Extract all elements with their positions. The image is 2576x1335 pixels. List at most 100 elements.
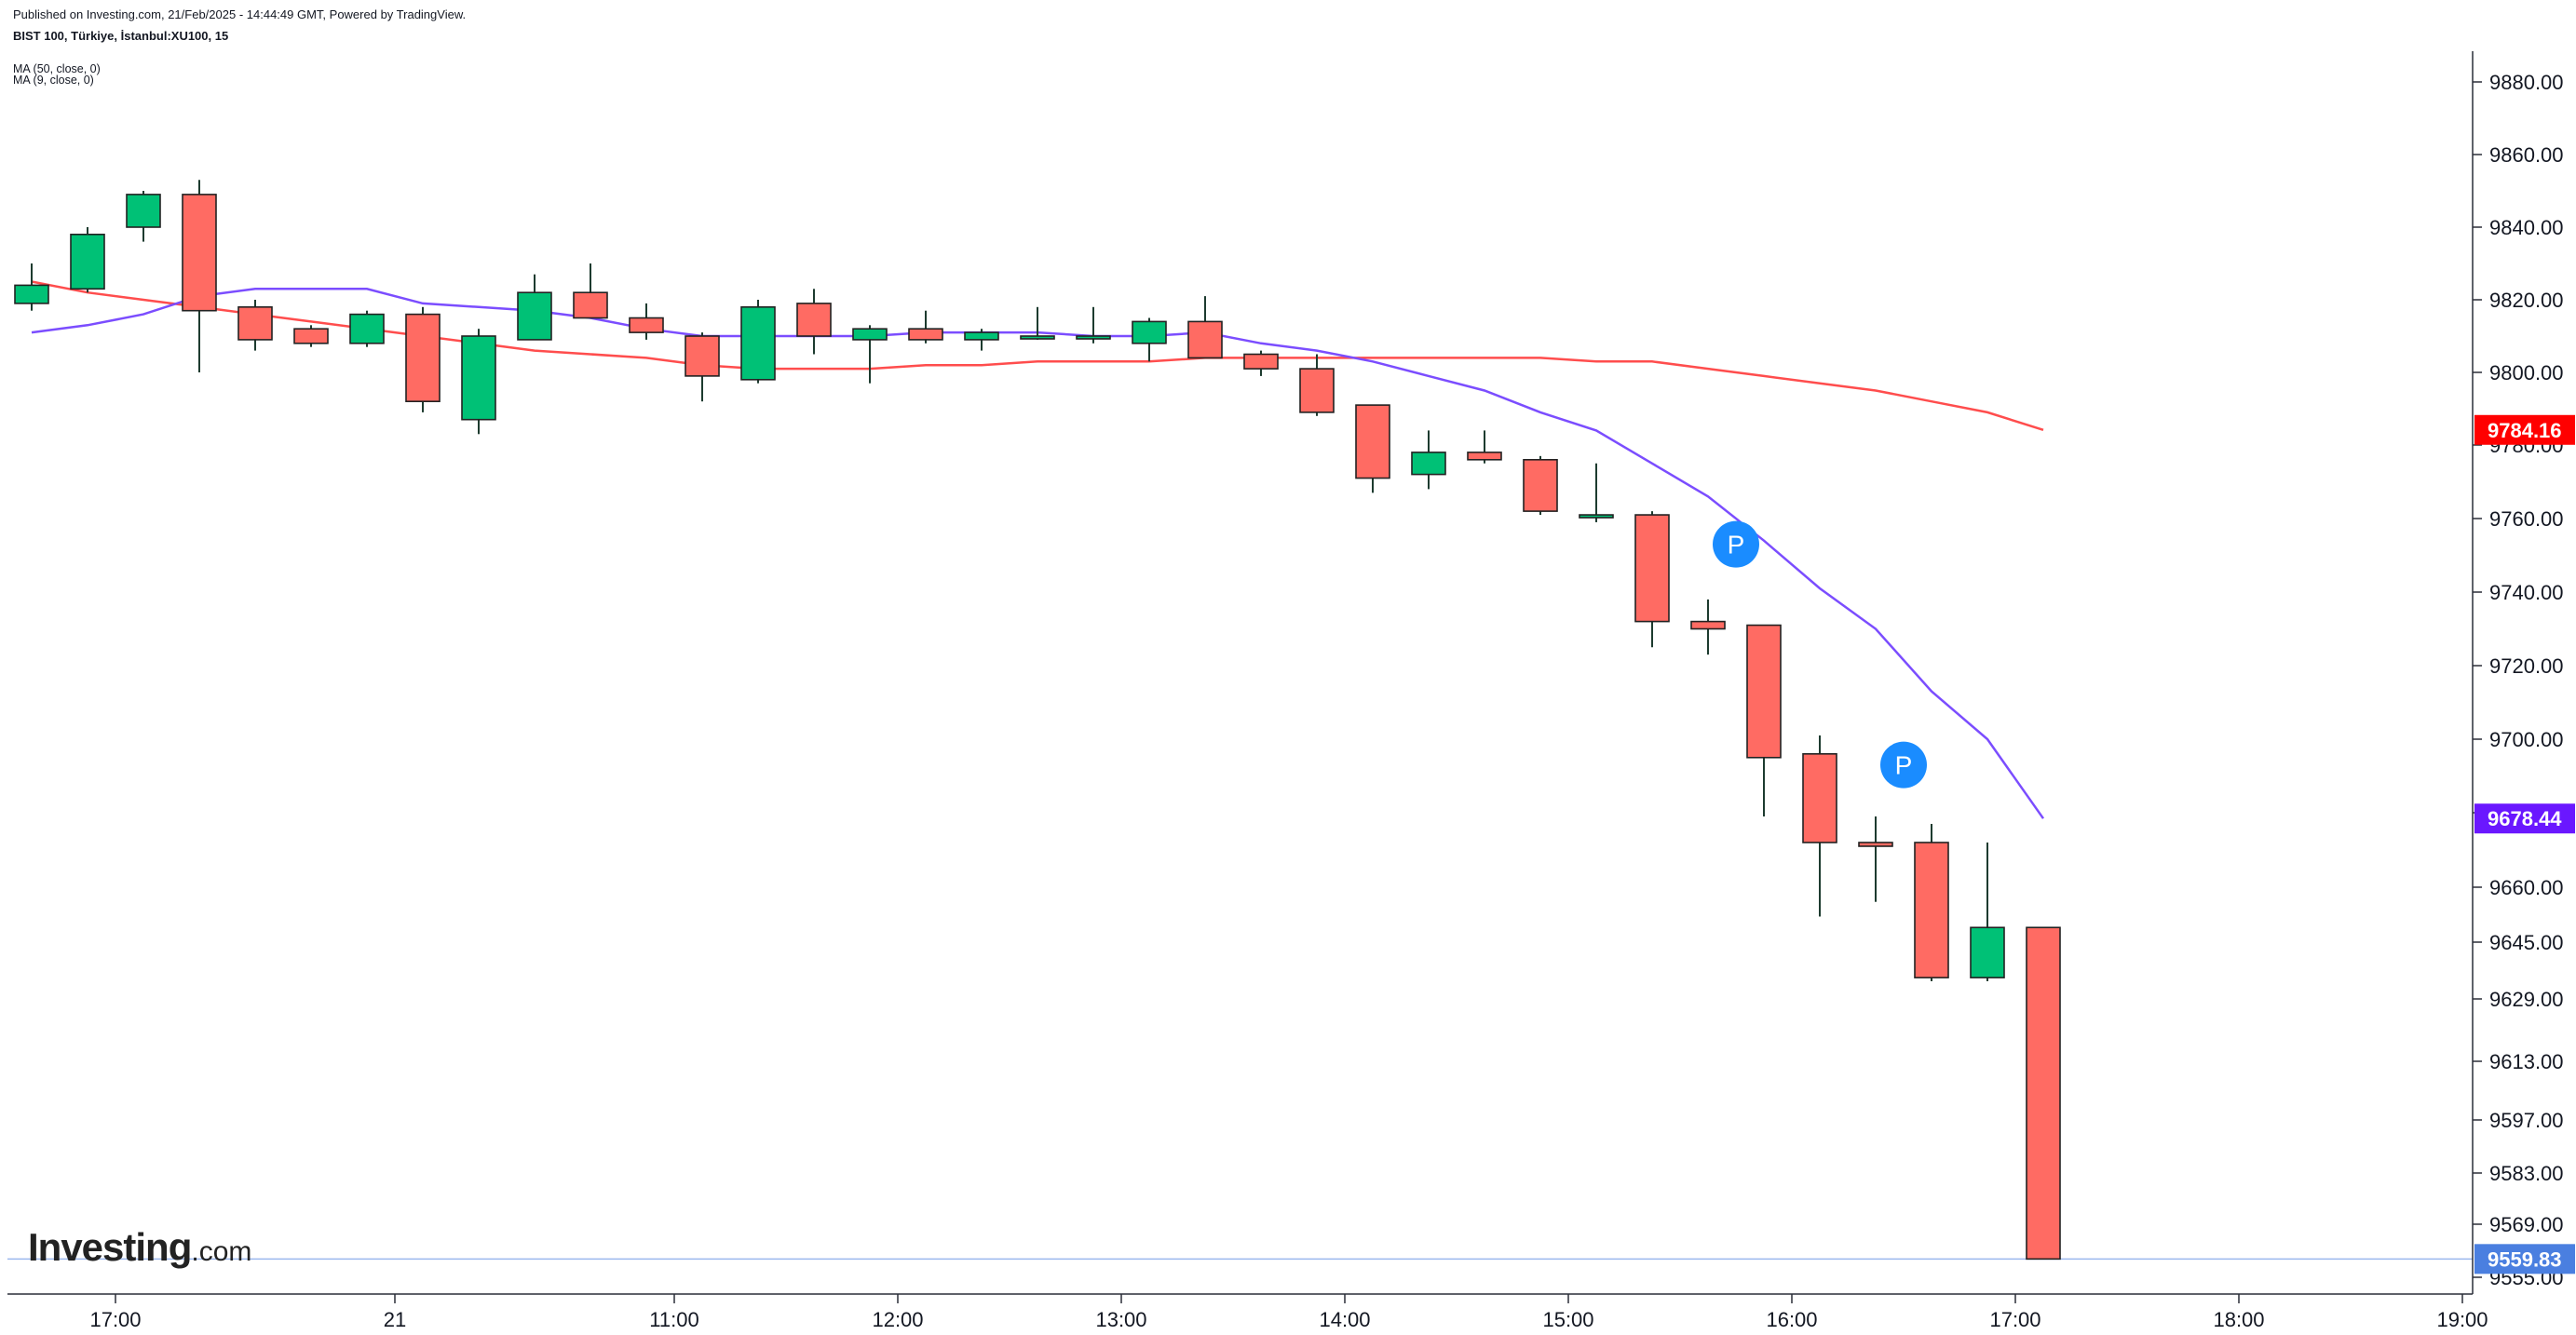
y-axis[interactable]: 9880.009860.009840.009820.009800.009780.… bbox=[2472, 51, 2564, 1294]
y-tick-label: 9629.00 bbox=[2489, 988, 2564, 1011]
candle-body bbox=[1411, 452, 1446, 476]
candle bbox=[182, 180, 217, 372]
published-note: Published on Investing.com, 21/Feb/2025 … bbox=[13, 7, 467, 21]
ma9-legend: MA (9, close, 0) bbox=[13, 74, 94, 87]
x-tick-label: 12:00 bbox=[872, 1308, 923, 1331]
y-tick-label: 9660.00 bbox=[2489, 876, 2564, 899]
candle bbox=[685, 332, 720, 402]
y-tick-label: 9820.00 bbox=[2489, 289, 2564, 312]
y-tick-label: 9597.00 bbox=[2489, 1109, 2564, 1132]
candle-body bbox=[1579, 514, 1614, 519]
candle-body bbox=[293, 328, 329, 344]
candle-body bbox=[126, 194, 161, 228]
ma50-legend: MA (50, close, 0) bbox=[13, 62, 101, 75]
candle bbox=[796, 289, 832, 355]
candle bbox=[1132, 317, 1167, 362]
candle bbox=[237, 300, 273, 351]
p-marker-circle bbox=[1880, 741, 1927, 789]
candle bbox=[126, 191, 161, 242]
candle bbox=[1411, 430, 1446, 490]
candle bbox=[1690, 599, 1726, 655]
candle bbox=[1523, 455, 1558, 516]
candle bbox=[573, 263, 608, 319]
candle bbox=[1355, 404, 1390, 493]
x-tick-label: 17:00 bbox=[1989, 1308, 2040, 1331]
candle-body bbox=[740, 305, 776, 381]
candle-body bbox=[1858, 842, 1893, 847]
price-tag-box bbox=[2474, 1244, 2575, 1274]
x-axis[interactable]: 17:00 21 11:00 12:00 13:00 14:00 15:00 16:00 17:… bbox=[7, 1293, 2488, 1331]
candle-body bbox=[629, 317, 664, 333]
x-tick-label: 19:00 bbox=[2436, 1308, 2488, 1331]
y-tick-label: 9569.00 bbox=[2489, 1213, 2564, 1236]
candles bbox=[14, 180, 2061, 1261]
candle bbox=[1746, 624, 1782, 816]
candle-body bbox=[852, 328, 888, 341]
candle bbox=[70, 227, 105, 293]
y-tick-label: 9645.00 bbox=[2489, 931, 2564, 954]
x-tick-label: 16:00 bbox=[1766, 1308, 1817, 1331]
candle-body bbox=[1634, 514, 1670, 623]
y-tick-label: 9700.00 bbox=[2489, 728, 2564, 751]
ma50-line bbox=[31, 280, 2044, 431]
candle-body bbox=[1970, 926, 2005, 978]
price-tag-label: 9784.16 bbox=[2488, 419, 2562, 442]
y-tick-label: 9880.00 bbox=[2489, 71, 2564, 94]
price-tag-box bbox=[2474, 414, 2575, 445]
x-tick-label: 15:00 bbox=[1542, 1308, 1593, 1331]
p-marker: P bbox=[1880, 741, 1927, 789]
candle bbox=[1299, 354, 1335, 416]
candle-body bbox=[1467, 452, 1502, 461]
candle bbox=[405, 306, 441, 412]
candle-body bbox=[1020, 335, 1055, 340]
y-tick-label: 9800.00 bbox=[2489, 361, 2564, 384]
markers: PP bbox=[1713, 520, 1927, 789]
candle-body bbox=[517, 291, 552, 341]
candle-body bbox=[1802, 752, 1837, 843]
price-tag-label: 9678.44 bbox=[2488, 807, 2562, 830]
y-tick-label: 9840.00 bbox=[2489, 216, 2564, 239]
price-tags: 9784.16 9678.44 9559.83 bbox=[2474, 414, 2575, 1274]
y-tick-label: 9860.00 bbox=[2489, 143, 2564, 167]
candle bbox=[1020, 306, 1055, 340]
candle-body bbox=[796, 303, 832, 337]
candle-body bbox=[908, 328, 943, 341]
candle-body bbox=[1187, 320, 1223, 359]
candle-body bbox=[1243, 353, 1279, 370]
candle-body bbox=[461, 335, 496, 421]
p-marker: P bbox=[1713, 520, 1759, 568]
candle-body bbox=[1355, 404, 1390, 479]
candle bbox=[964, 329, 999, 351]
candle-body bbox=[237, 305, 273, 341]
candle-body bbox=[1746, 624, 1782, 759]
candle bbox=[1970, 843, 2005, 981]
candle bbox=[349, 310, 385, 347]
x-tick-label: 11:00 bbox=[649, 1308, 698, 1331]
candle-body bbox=[964, 331, 999, 341]
candle-body bbox=[1299, 368, 1335, 413]
candle-body bbox=[349, 313, 385, 344]
y-tick-label: 9613.00 bbox=[2489, 1050, 2564, 1073]
p-marker-label: P bbox=[1895, 751, 1913, 780]
ma9-price-tag: 9678.44 bbox=[2474, 803, 2575, 834]
candle bbox=[1579, 463, 1614, 522]
candle bbox=[461, 329, 496, 435]
candle bbox=[14, 263, 49, 311]
candle-body bbox=[1523, 458, 1558, 512]
candle-body bbox=[1690, 620, 1726, 630]
investing-logo: Investing.com bbox=[28, 1225, 251, 1270]
x-tick-label: 14:00 bbox=[1319, 1308, 1370, 1331]
x-tick-label: 18:00 bbox=[2213, 1308, 2264, 1331]
x-tick-label: 13:00 bbox=[1095, 1308, 1146, 1331]
candle bbox=[1802, 735, 1837, 917]
y-tick-label: 9760.00 bbox=[2489, 507, 2564, 531]
candle-body bbox=[405, 313, 441, 403]
candle bbox=[740, 300, 776, 384]
candle-body bbox=[2026, 926, 2061, 1261]
y-tick-label: 9720.00 bbox=[2489, 654, 2564, 678]
candle-body bbox=[573, 291, 608, 319]
candle bbox=[1858, 816, 1893, 902]
candle bbox=[852, 325, 888, 384]
x-tick-label: 17:00 bbox=[89, 1308, 141, 1331]
